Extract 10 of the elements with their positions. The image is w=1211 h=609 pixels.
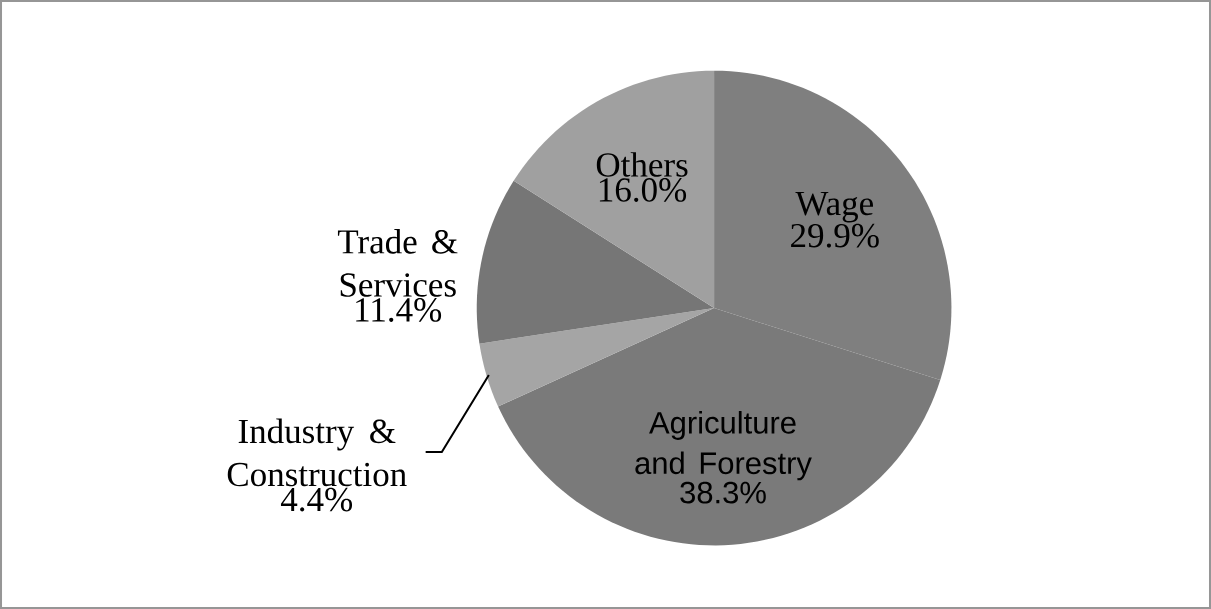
data-label: 38.3% bbox=[680, 481, 766, 504]
data-label: 4.4% bbox=[280, 487, 353, 512]
slice-label: Others bbox=[596, 152, 688, 177]
slice-label: Trade & Services bbox=[337, 229, 458, 297]
data-label: 11.4% bbox=[356, 298, 442, 322]
data-label: 29.9% bbox=[791, 223, 879, 248]
slice-label: Agriculture and Forestry bbox=[635, 411, 812, 481]
slice-label: Wage bbox=[795, 191, 873, 223]
slice-label: Industry & Construction bbox=[227, 418, 407, 487]
data-label: 16.0% bbox=[599, 178, 687, 202]
